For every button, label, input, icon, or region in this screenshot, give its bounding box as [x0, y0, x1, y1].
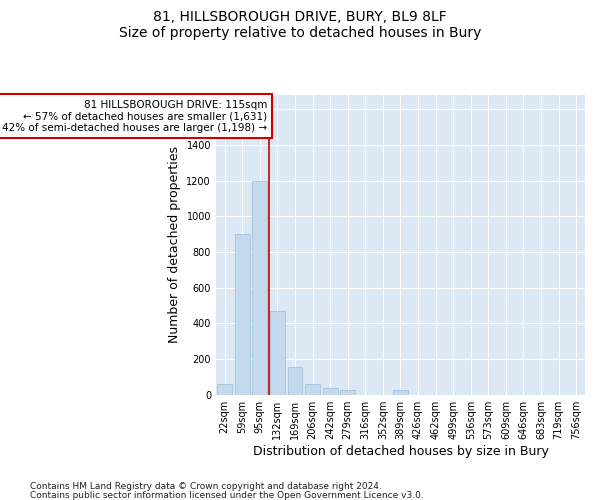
Bar	[217, 384, 232, 394]
Bar	[287, 367, 302, 394]
Text: 81, HILLSBOROUGH DRIVE, BURY, BL9 8LF
Size of property relative to detached hous: 81, HILLSBOROUGH DRIVE, BURY, BL9 8LF Si…	[119, 10, 481, 40]
Text: Contains public sector information licensed under the Open Government Licence v3: Contains public sector information licen…	[30, 490, 424, 500]
Y-axis label: Number of detached properties: Number of detached properties	[168, 146, 181, 344]
X-axis label: Distribution of detached houses by size in Bury: Distribution of detached houses by size …	[253, 444, 548, 458]
Bar	[393, 390, 408, 394]
Bar	[305, 384, 320, 394]
Bar	[270, 311, 285, 394]
Bar	[323, 388, 338, 394]
Text: Contains HM Land Registry data © Crown copyright and database right 2024.: Contains HM Land Registry data © Crown c…	[30, 482, 382, 491]
Text: 81 HILLSBOROUGH DRIVE: 115sqm
← 57% of detached houses are smaller (1,631)
42% o: 81 HILLSBOROUGH DRIVE: 115sqm ← 57% of d…	[2, 100, 267, 133]
Bar	[340, 390, 355, 394]
Bar	[235, 234, 250, 394]
Bar	[253, 181, 268, 394]
